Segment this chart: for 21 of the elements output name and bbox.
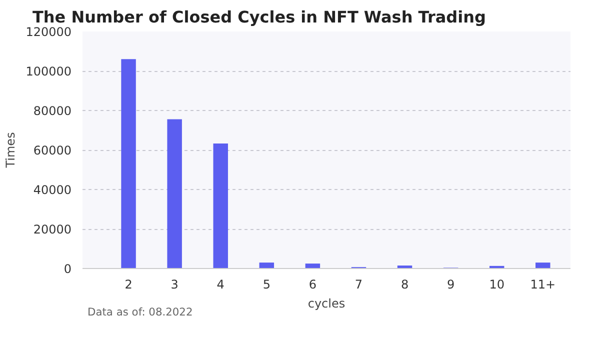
y-tick-label: 20000 bbox=[33, 222, 72, 236]
x-tick-label: 8 bbox=[400, 278, 409, 292]
y-axis-title: Times bbox=[4, 132, 18, 169]
x-tick-label: 3 bbox=[170, 278, 178, 292]
x-tick-label: 11+ bbox=[530, 278, 556, 292]
x-axis-title: cycles bbox=[308, 296, 346, 310]
x-tick-label: 4 bbox=[216, 278, 224, 292]
text: Data as of: 08.2022 bbox=[88, 306, 193, 318]
x-tick-label: 10 bbox=[489, 278, 504, 292]
y-tick-label: 120000 bbox=[26, 25, 72, 39]
y-tick-label: 100000 bbox=[26, 64, 72, 78]
y-tick-label: 60000 bbox=[33, 144, 72, 158]
chart-title: The Number of Closed Cycles in NFT Wash Trading bbox=[32, 8, 486, 26]
x-tick-label: 6 bbox=[308, 278, 317, 292]
x-tick-label: 5 bbox=[262, 278, 270, 292]
y-tick-label: 80000 bbox=[33, 104, 72, 118]
y-tick-label: 40000 bbox=[33, 183, 72, 197]
x-tick-label: 7 bbox=[354, 278, 363, 292]
x-tick-label: 9 bbox=[446, 278, 455, 292]
y-tick-label: 0 bbox=[64, 262, 72, 276]
x-tick-label: 2 bbox=[124, 278, 132, 292]
